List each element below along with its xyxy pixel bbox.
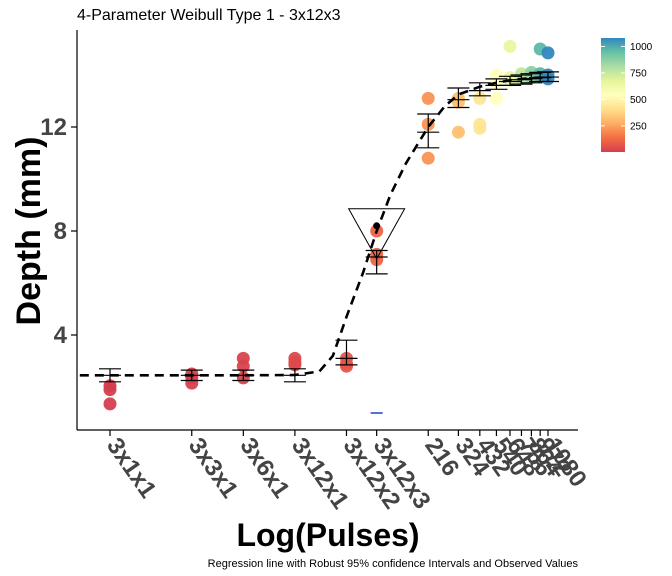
data-point: [236, 359, 250, 373]
highlight-point: [373, 222, 381, 230]
data-point: [489, 91, 503, 105]
legend-tick-label: 500: [630, 95, 647, 106]
confidence-interval: [417, 113, 440, 149]
x-axis-label: Log(Pulses): [236, 517, 419, 553]
color-legend: 250 500 750 1000: [601, 38, 653, 152]
confidence-interval: [335, 339, 358, 366]
data-point: [421, 151, 435, 165]
data-point: [185, 376, 199, 390]
data-point: [451, 125, 465, 139]
x-axis: 3x1x1 3x3x13x6x13x12x13x12x23x12x32163244…: [101, 430, 592, 514]
x-tick-label: 3x1x1: [101, 433, 161, 503]
legend-tick-label: 1000: [630, 42, 653, 53]
data-point: [421, 91, 435, 105]
y-axis-label: Depth (mm): [10, 137, 48, 326]
x-tick-label: 3x6x1: [234, 433, 294, 503]
data-point: [103, 383, 117, 397]
plot-area: [79, 39, 559, 414]
legend-tick-label: 250: [630, 121, 647, 132]
data-point: [473, 121, 487, 135]
legend-tick-label: 750: [630, 68, 647, 79]
chart-title: 4-Parameter Weibull Type 1 - 3x12x3: [77, 7, 341, 24]
data-point: [473, 91, 487, 105]
data-point: [288, 358, 302, 372]
y-axis: 4 8 12: [40, 114, 77, 349]
x-tick-label: 3x3x1: [183, 433, 243, 503]
y-tick-label: 4: [54, 322, 68, 349]
data-point: [340, 359, 353, 373]
y-tick-label: 12: [40, 114, 67, 141]
confidence-interval: [468, 82, 491, 97]
color-legend-bar: [601, 38, 625, 152]
highlight-triangle: [347, 208, 406, 260]
chart-caption: Regression line with Robust 95% confiden…: [208, 558, 579, 570]
data-point: [503, 39, 517, 53]
y-tick-label: 8: [54, 218, 67, 245]
data-point: [541, 46, 555, 60]
data-point: [103, 397, 117, 411]
